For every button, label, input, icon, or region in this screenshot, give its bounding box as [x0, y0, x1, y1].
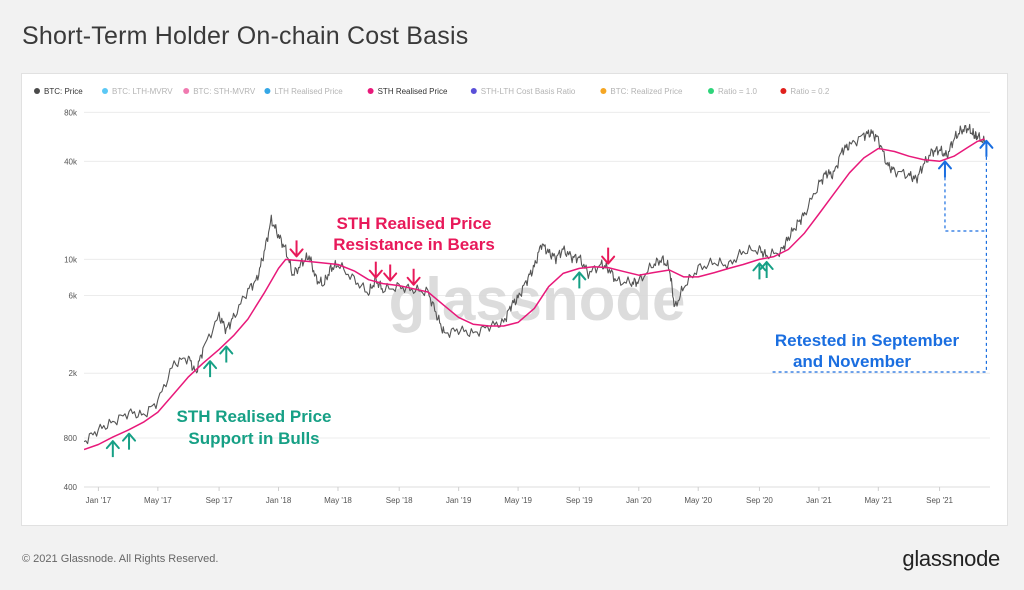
- annotation-support-line2: Support in Bulls: [188, 429, 319, 448]
- x-axis: Jan '17 May '17 Sep '17 Jan '18 May '18 Sep '…: [86, 487, 954, 505]
- page-title: Short-Term Holder On-chain Cost Basis: [22, 22, 469, 50]
- resistance-arrow: [383, 264, 398, 282]
- retest-arrow: [937, 160, 952, 178]
- chart-card: BTC: Price BTC: LTH-MVRV BTC: STH-MVRV LTH …: [21, 73, 1008, 526]
- x-tick-label: May '21: [864, 496, 892, 505]
- sth-realised-price-line: [84, 138, 985, 451]
- annotation-resistance-line1: STH Realised Price: [337, 214, 492, 233]
- x-tick-label: Sep '19: [566, 496, 593, 505]
- support-arrow: [203, 360, 218, 378]
- x-tick-label: Sep '20: [746, 496, 773, 505]
- y-tick-label: 10k: [64, 255, 78, 264]
- x-tick-label: Sep '21: [926, 496, 953, 505]
- legend-item[interactable]: Ratio = 0.2: [780, 87, 830, 96]
- glassnode-logo[interactable]: glassnode: [902, 546, 1000, 571]
- y-tick-label: 400: [64, 483, 78, 492]
- support-arrow: [105, 440, 120, 458]
- support-arrow: [752, 262, 767, 280]
- copyright: © 2021 Glassnode. All Rights Reserved.: [22, 553, 219, 565]
- y-axis: 400 800 2k 6k 10k 40k 80k: [64, 108, 78, 492]
- retest-guide-bracket: [944, 177, 987, 232]
- legend-label: STH Realised Price: [378, 87, 448, 96]
- chart[interactable]: BTC: Price BTC: LTH-MVRV BTC: STH-MVRV LTH …: [22, 74, 1007, 525]
- support-arrow: [759, 260, 774, 278]
- legend-marker: [34, 88, 40, 94]
- legend-marker: [470, 88, 477, 94]
- y-tick-label: 2k: [69, 369, 78, 378]
- support-arrow: [572, 271, 587, 289]
- series: [84, 123, 986, 451]
- legend-label: STH-LTH Cost Basis Ratio: [481, 87, 576, 96]
- legend-marker: [264, 88, 271, 94]
- y-tick-label: 80k: [64, 108, 78, 117]
- y-tick-label: 40k: [64, 157, 78, 166]
- resistance-arrow: [406, 268, 421, 286]
- legend-label: Ratio = 0.2: [790, 87, 829, 96]
- resistance-arrow: [368, 261, 383, 279]
- legend-item[interactable]: STH-LTH Cost Basis Ratio: [470, 87, 576, 96]
- retest-arrow: [979, 139, 994, 157]
- legend-item[interactable]: Ratio = 1.0: [708, 87, 757, 96]
- legend-label: BTC: Realized Price: [610, 87, 683, 96]
- legend-item[interactable]: LTH Realised Price: [264, 87, 343, 96]
- support-arrow: [219, 345, 234, 363]
- arrows: [105, 139, 994, 458]
- legend-item[interactable]: BTC: STH-MVRV: [183, 87, 256, 96]
- annotation-resistance: STH Realised Price Resistance in Bears: [333, 214, 495, 254]
- x-tick-label: May '18: [324, 496, 352, 505]
- x-tick-label: Jan '19: [446, 496, 472, 505]
- legend-marker: [600, 88, 607, 94]
- legend-marker: [780, 88, 787, 94]
- x-tick-label: Sep '17: [206, 496, 233, 505]
- x-tick-label: Sep '18: [386, 496, 413, 505]
- legend-item[interactable]: BTC: LTH-MVRV: [102, 87, 173, 96]
- legend: BTC: Price BTC: LTH-MVRV BTC: STH-MVRV LTH …: [34, 87, 830, 96]
- legend-marker: [708, 88, 714, 94]
- x-tick-label: May '20: [684, 496, 712, 505]
- annotation-support: STH Realised Price Support in Bulls: [177, 407, 332, 448]
- y-tick-label: 6k: [69, 292, 78, 301]
- x-tick-label: Jan '21: [806, 496, 832, 505]
- legend-label: Ratio = 1.0: [718, 87, 757, 96]
- resistance-arrow: [289, 240, 304, 258]
- annotation-retest: Retested in September and November: [775, 331, 960, 371]
- legend-item[interactable]: STH Realised Price: [367, 87, 448, 96]
- legend-marker: [102, 88, 108, 94]
- legend-item[interactable]: BTC: Price: [34, 87, 83, 96]
- support-arrow: [122, 432, 137, 450]
- legend-label: LTH Realised Price: [274, 87, 343, 96]
- legend-marker: [183, 88, 190, 94]
- legend-item[interactable]: BTC: Realized Price: [600, 87, 683, 96]
- y-tick-label: 800: [64, 434, 78, 443]
- btc-price-line: [84, 123, 986, 445]
- x-tick-label: May '19: [504, 496, 532, 505]
- annotation-resistance-line2: Resistance in Bears: [333, 235, 495, 254]
- x-tick-label: Jan '17: [86, 496, 112, 505]
- legend-label: BTC: LTH-MVRV: [112, 87, 173, 96]
- annotation-retest-line1: Retested in September: [775, 331, 960, 350]
- resistance-arrow: [601, 247, 616, 265]
- x-tick-label: Jan '20: [626, 496, 652, 505]
- legend-label: BTC: Price: [44, 87, 83, 96]
- annotation-retest-line2: and November: [793, 352, 911, 371]
- annotation-support-line1: STH Realised Price: [177, 407, 332, 426]
- legend-label: BTC: STH-MVRV: [193, 87, 256, 96]
- x-tick-label: Jan '18: [266, 496, 292, 505]
- legend-marker: [367, 88, 374, 94]
- x-tick-label: May '17: [144, 496, 172, 505]
